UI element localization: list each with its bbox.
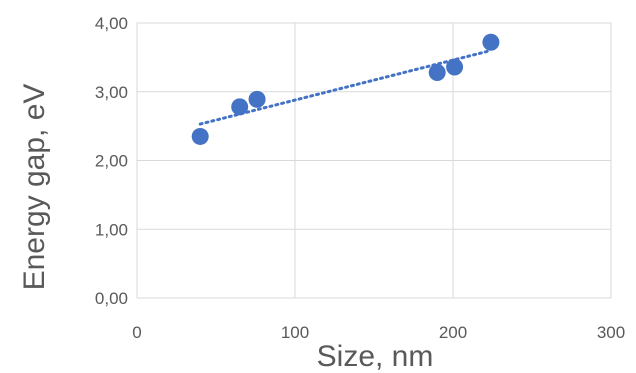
y-tick-label: 3,00 xyxy=(95,83,128,102)
data-point xyxy=(231,98,249,116)
x-tick-label: 100 xyxy=(281,323,309,342)
y-axis-title: Energy gap, eV xyxy=(18,84,51,291)
x-tick-label: 0 xyxy=(132,323,141,342)
data-points xyxy=(191,33,500,145)
x-tick-label: 300 xyxy=(597,323,625,342)
y-tick-label: 4,00 xyxy=(95,14,128,33)
grid-lines xyxy=(136,22,612,299)
y-tick-label: 1,00 xyxy=(95,220,128,239)
y-tick-labels: 0,00 1,00 2,00 3,00 4,00 xyxy=(95,14,128,308)
data-point xyxy=(482,33,500,51)
data-point xyxy=(446,58,464,76)
data-point xyxy=(191,127,209,145)
x-axis-title: Size, nm xyxy=(317,340,434,373)
y-tick-label: 2,00 xyxy=(95,152,128,171)
data-point xyxy=(248,90,266,108)
x-tick-label: 200 xyxy=(439,323,467,342)
x-tick-labels: 0 100 200 300 xyxy=(132,323,625,342)
data-point xyxy=(428,64,446,81)
trendline xyxy=(198,49,493,126)
y-tick-label: 0,00 xyxy=(95,289,128,308)
trendline-layer xyxy=(198,49,493,126)
